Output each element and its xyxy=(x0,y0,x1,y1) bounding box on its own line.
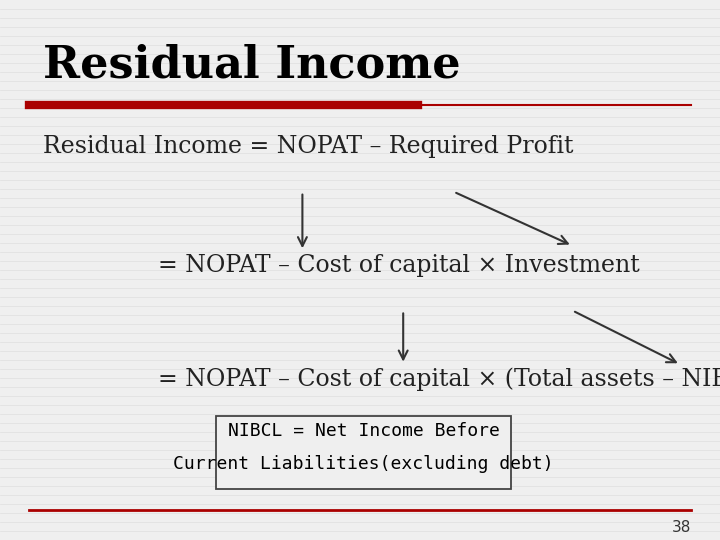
Text: Current Liabilities(excluding debt): Current Liabilities(excluding debt) xyxy=(174,455,554,473)
Text: Residual Income: Residual Income xyxy=(43,43,461,86)
FancyBboxPatch shape xyxy=(216,416,511,489)
Text: Residual Income = NOPAT – Required Profit: Residual Income = NOPAT – Required Profi… xyxy=(43,135,574,158)
Text: = NOPAT – Cost of capital × (Total assets – NIBCL): = NOPAT – Cost of capital × (Total asset… xyxy=(158,367,720,391)
Text: 38: 38 xyxy=(672,519,691,535)
Text: NIBCL = Net Income Before: NIBCL = Net Income Before xyxy=(228,422,500,440)
Text: = NOPAT – Cost of capital × Investment: = NOPAT – Cost of capital × Investment xyxy=(158,254,640,277)
